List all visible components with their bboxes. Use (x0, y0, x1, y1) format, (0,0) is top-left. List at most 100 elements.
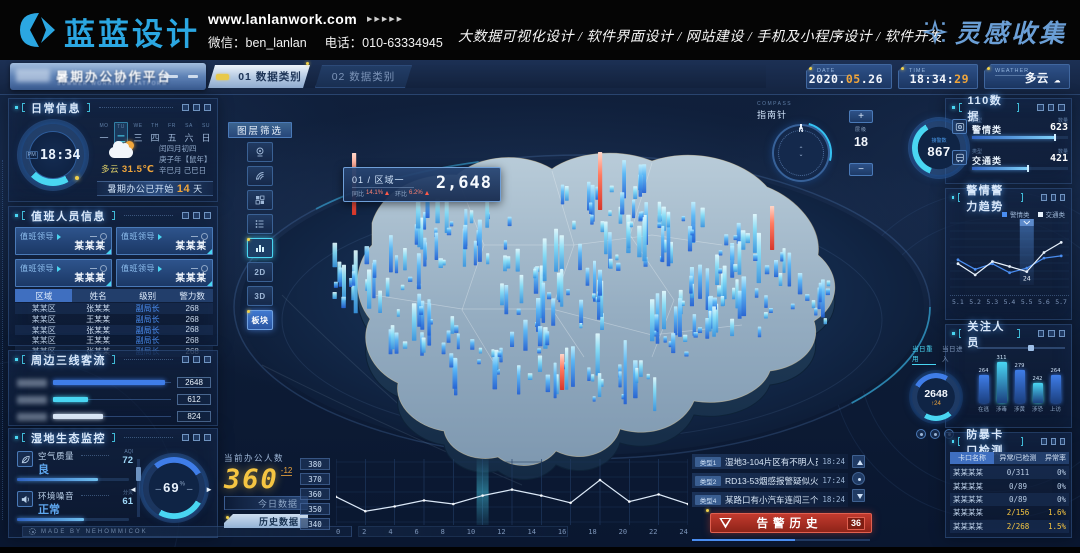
y-tick: 360 (300, 488, 330, 500)
layer-button-板块[interactable]: 板块 (247, 310, 273, 330)
panel-minimize-icon[interactable] (182, 356, 189, 363)
duty-role-label: 值班领导 (121, 264, 155, 273)
panel-pin-icon[interactable] (193, 434, 200, 441)
checkpoint-ratio: 0/311 (1006, 468, 1030, 478)
panel-minimize-icon[interactable] (1037, 104, 1044, 111)
panel-duty-info: 值班人员信息 值班领导 某某某 值班领导 某某某 值班领导 某某某 值班领导 某某某 区域 姓名… (8, 206, 218, 357)
alert-history-button[interactable]: 告警历史 36 (710, 513, 872, 533)
layer-button-webcam[interactable] (247, 142, 273, 162)
duty-role-label: 值班领导 (20, 264, 54, 273)
person-icon[interactable] (916, 429, 926, 439)
weekday-cn: 一 (99, 133, 109, 143)
alert-scroll-up[interactable] (852, 455, 865, 468)
website-link[interactable]: www.lanlanwork.com (208, 11, 358, 27)
panel-eco-monitor: 湿地生态监控 空气质量 AQI 72 良环境噪音 分贝 61 正常 –69% – ◄ ► (8, 428, 218, 538)
eco-metric: 环境噪音 分贝 61 正常 (17, 490, 133, 528)
checkpoint-table-body: 某某某某 0/311 0% 某某某某 0/89 0% 某某某某 0/89 0% 某某某某 2/156… (950, 466, 1069, 533)
checkpoint-ratio: 0/89 (1008, 494, 1028, 504)
bar-value: 279 (1014, 363, 1025, 369)
x-tick: 14 (527, 528, 536, 536)
trend-legend: 警情类 交通类 (1002, 209, 1065, 219)
panel-expand-icon[interactable] (204, 356, 211, 363)
panel-expand-icon[interactable] (1058, 104, 1065, 111)
panel-expand-icon[interactable] (204, 212, 211, 219)
panel-expand-icon[interactable] (1059, 438, 1066, 445)
panel-minimize-icon[interactable] (1037, 330, 1045, 337)
x-tick: 16 (557, 528, 567, 536)
platform-title: 暑期办公协作平台 (56, 70, 173, 84)
alert-scroll-down[interactable] (852, 489, 865, 502)
office-chart-y-axis: 380 370 360 350 340 (300, 458, 330, 533)
alert-text: 某路口有小汽车连闯三个红灯 (725, 494, 819, 505)
metric-status: 良 (38, 464, 49, 476)
tab-data-category-1[interactable]: 01 数据类别 (208, 65, 310, 88)
cloud-icon: ☁ (1053, 72, 1061, 86)
duty-table-body: 某某区 张某某 副局长 268 某某区 王某某 副局长 268 某某区 张某某 副局长 268 某某区王… (15, 303, 213, 357)
panel-expand-icon[interactable] (1058, 330, 1065, 337)
office-count-delta: -12 (280, 466, 293, 476)
panel-expand-icon[interactable] (204, 434, 211, 441)
refresh-icon[interactable] (100, 233, 107, 240)
panel-expand-icon[interactable] (1059, 194, 1066, 201)
layer-button-signal[interactable] (247, 166, 273, 186)
bar (1014, 370, 1025, 403)
target-icon[interactable] (930, 429, 940, 439)
panel-pin-icon[interactable] (1047, 104, 1055, 111)
bar-category: 涉毒 (995, 407, 1007, 413)
checkpoint-rate: 1.6% (1047, 508, 1066, 518)
history-data-button[interactable]: 历史数据 (224, 514, 308, 528)
layer-button-3D[interactable]: 3D (247, 286, 273, 306)
compass-dial[interactable]: N ⌃ ⌄ (758, 110, 844, 196)
focus-bar-column: 242 涉恐 (1031, 355, 1044, 413)
x-tick: 24 (679, 528, 688, 536)
alert-item[interactable]: 类型1 湿地3-104片区有不明人员闯入 18:24 (692, 454, 848, 469)
refresh-icon[interactable] (100, 265, 107, 272)
table-cell: 王某某 (86, 336, 111, 346)
panel-minimize-icon[interactable] (182, 104, 189, 111)
alert-time: 18:24 (822, 457, 845, 466)
tab-data-category-2[interactable]: 02 数据类别 (315, 65, 412, 88)
warning-triangle-icon (719, 517, 732, 529)
focus-tab[interactable]: 当日进入 (942, 346, 963, 363)
alert-scroll-indicator[interactable] (852, 472, 865, 485)
zoom-out-button[interactable]: − (849, 163, 873, 176)
today-data-button[interactable]: 今日数据 (224, 496, 308, 510)
office-count-widget: 当前办公人数 360 -12 今日数据 历史数据 (224, 452, 314, 538)
type-name: 警情类 (972, 125, 1003, 135)
gauge-right-arrow[interactable]: ► (205, 485, 213, 494)
inspiration-collect[interactable]: 灵感收集 (922, 14, 1067, 50)
eco-slider[interactable] (136, 459, 141, 517)
alert-item[interactable]: 类型4 某路口有小汽车连闯三个红灯18:24 (692, 492, 848, 507)
weekday-cn: 二 (116, 134, 126, 144)
focus-tab[interactable]: 当日重用 (912, 343, 936, 365)
panel-minimize-icon[interactable] (1041, 194, 1047, 201)
panel-pin-icon[interactable] (193, 212, 200, 219)
layer-button-grid[interactable] (247, 190, 273, 210)
weekday-cell: TU 二 (114, 122, 128, 147)
gauge-left-arrow[interactable]: ◄ (129, 485, 137, 494)
refresh-icon[interactable] (201, 265, 208, 272)
focus-range-slider[interactable] (977, 345, 1065, 351)
alert-item[interactable]: 类型2 RD13-53烟感报警疑似火灾 17:24 (692, 473, 848, 488)
map-tooltip: 01 / 区域一 同比 14.1% 环比 6.2% 2,648 (343, 167, 501, 202)
refresh-icon[interactable] (201, 233, 208, 240)
layer-button-2D[interactable]: 2D (247, 262, 273, 282)
zoom-in-button[interactable]: + (849, 110, 873, 123)
layer-button-list[interactable] (247, 214, 273, 234)
panel-pin-icon[interactable] (1050, 438, 1056, 445)
panel-title: 值班人员信息 (31, 210, 106, 223)
panel-minimize-icon[interactable] (182, 434, 189, 441)
panel-expand-icon[interactable] (204, 104, 211, 111)
checkpoint-ratio: 2/156 (1006, 508, 1030, 518)
panel-minimize-icon[interactable] (182, 212, 189, 219)
x-tick: 10 (466, 528, 476, 536)
weekday-en: FR (168, 123, 176, 129)
panel-pin-icon[interactable] (1050, 194, 1056, 201)
layer-button-chart[interactable] (247, 238, 273, 258)
table-cell: 副局长 (135, 336, 160, 346)
panel-pin-icon[interactable] (193, 104, 200, 111)
panel-minimize-icon[interactable] (1041, 438, 1047, 445)
chevron-right-icon (57, 265, 61, 272)
panel-pin-icon[interactable] (1048, 330, 1055, 337)
panel-pin-icon[interactable] (193, 356, 200, 363)
